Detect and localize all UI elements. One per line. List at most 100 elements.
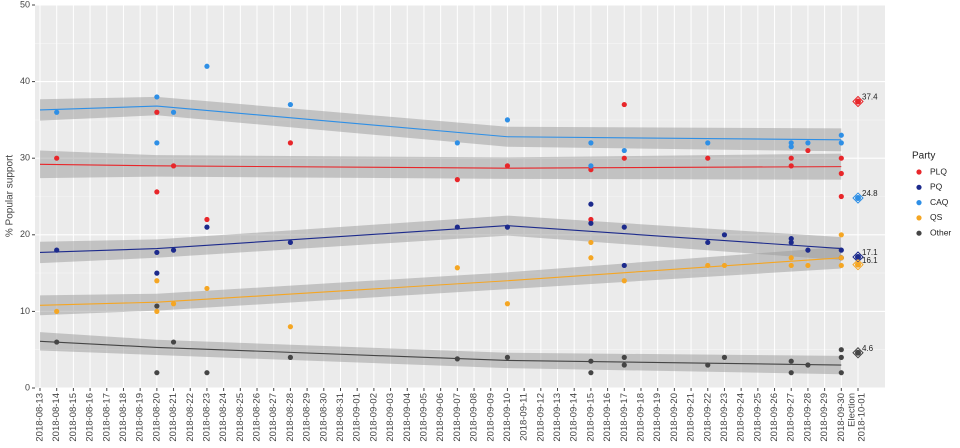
x-tick-label: 2018-08-13 xyxy=(35,393,46,442)
poll-point xyxy=(154,140,160,146)
poll-point xyxy=(838,170,844,177)
confidence-band xyxy=(40,150,842,180)
legend-label: CAQ xyxy=(930,197,949,207)
x-tick-label: 2018-09-15 xyxy=(585,393,596,442)
election-marker xyxy=(852,347,864,359)
poll-point xyxy=(721,232,728,238)
x-tick-label: 2018-10-01 xyxy=(857,393,868,442)
poll-point xyxy=(705,239,711,246)
confidence-band xyxy=(40,215,842,264)
poll-point xyxy=(154,94,160,100)
poll-point xyxy=(588,216,594,223)
election-value-label: 4.6 xyxy=(862,344,874,353)
x-tick-label: 2018-08-18 xyxy=(118,393,129,442)
poll-point xyxy=(805,262,811,269)
y-tick-label: 0 xyxy=(25,382,30,392)
x-tick-label: 2018-09-28 xyxy=(802,393,813,442)
election-point xyxy=(855,254,861,261)
poll-point xyxy=(838,262,844,269)
poll-point xyxy=(287,140,294,146)
poll-point xyxy=(504,117,511,123)
x-tick-label: 2018-08-26 xyxy=(252,393,263,442)
poll-point xyxy=(788,255,794,261)
election-marker xyxy=(852,95,864,108)
x-tick-label: 2018-08-28 xyxy=(285,393,296,442)
y-tick-label: 50 xyxy=(20,0,30,9)
x-tick-label: 2018-09-29 xyxy=(819,393,830,442)
x-tick-label: 2018-09-24 xyxy=(736,393,747,442)
x-tick-label: 2018-09-10 xyxy=(502,393,513,442)
poll-point xyxy=(504,224,511,230)
poll-point xyxy=(287,239,294,246)
poll-point xyxy=(621,262,627,269)
poll-point xyxy=(204,224,210,230)
election-point xyxy=(855,349,861,356)
x-tick-label: 2018-09-04 xyxy=(402,393,413,442)
poll-point xyxy=(788,140,794,146)
poll-point xyxy=(287,101,294,108)
poll-point xyxy=(204,285,210,292)
x-tick-label: 2018-09-12 xyxy=(535,393,546,442)
legend-marker xyxy=(916,184,922,190)
poll-point xyxy=(170,109,177,115)
poll-point xyxy=(504,163,511,169)
x-tick-label: 2018-09-22 xyxy=(702,393,713,442)
x-tick-label: 2018-09-08 xyxy=(469,393,480,442)
x-tick-label: 2018-09-05 xyxy=(418,393,429,442)
poll-point xyxy=(621,155,627,161)
poll-point xyxy=(204,63,210,69)
legend-marker xyxy=(916,200,922,206)
poll-point xyxy=(705,262,711,269)
poll-point xyxy=(788,236,794,242)
x-tick-label: 2018-09-06 xyxy=(435,393,446,442)
poll-point xyxy=(788,239,794,246)
x-tick-label: 2018-08-23 xyxy=(201,393,212,442)
poll-point xyxy=(588,370,594,376)
poll-point xyxy=(838,354,844,360)
legend-label: Other xyxy=(930,227,951,237)
poll-point xyxy=(154,308,160,314)
poll-point xyxy=(805,140,811,146)
poll-point xyxy=(54,308,60,314)
poll-point xyxy=(204,370,210,376)
poll-point xyxy=(504,354,511,360)
x-tick-label: 2018-09-02 xyxy=(368,393,379,442)
poll-point xyxy=(454,356,460,362)
poll-point xyxy=(454,177,460,183)
poll-point xyxy=(588,163,594,169)
x-tick-label: 2018-08-22 xyxy=(185,393,196,442)
x-tick-label: 2018-08-21 xyxy=(168,393,179,442)
x-tick-label: 2018-08-27 xyxy=(268,393,279,442)
confidence-band xyxy=(40,332,842,375)
x-tick-label: 2018-08-25 xyxy=(235,393,246,442)
x-tick-label: 2018-09-13 xyxy=(552,393,563,442)
x-tick-label: 2018-08-17 xyxy=(101,393,112,442)
poll-point xyxy=(54,339,60,345)
poll-point xyxy=(721,354,728,360)
x-tick-label: 2018-09-18 xyxy=(635,393,646,442)
x-tick-label: 2018-09-23 xyxy=(719,393,730,442)
poll-point xyxy=(805,147,811,154)
x-tick-label: 2018-09-07 xyxy=(452,393,463,442)
election-value-label: 37.4 xyxy=(862,93,878,102)
poll-point xyxy=(154,278,160,284)
poll-point xyxy=(154,370,160,376)
x-tick-label: 2018-08-14 xyxy=(51,393,62,442)
x-tick-label: 2018-08-24 xyxy=(218,393,229,442)
poll-point xyxy=(54,247,60,253)
x-tick-label: 2018-09-30 xyxy=(836,393,847,442)
poll-point xyxy=(721,262,728,269)
poll-point xyxy=(788,370,794,376)
poll-point xyxy=(838,347,844,353)
election-label: Election xyxy=(847,393,858,427)
poll-point xyxy=(838,255,844,261)
poll-point xyxy=(621,354,627,360)
poll-point xyxy=(287,324,294,330)
x-tick-label: 2018-09-20 xyxy=(669,393,680,442)
x-tick-label: 2018-09-27 xyxy=(786,393,797,442)
poll-point xyxy=(170,247,177,253)
x-tick-label: 2018-08-29 xyxy=(302,393,313,442)
trend-line xyxy=(39,225,842,253)
poll-point xyxy=(454,224,460,230)
